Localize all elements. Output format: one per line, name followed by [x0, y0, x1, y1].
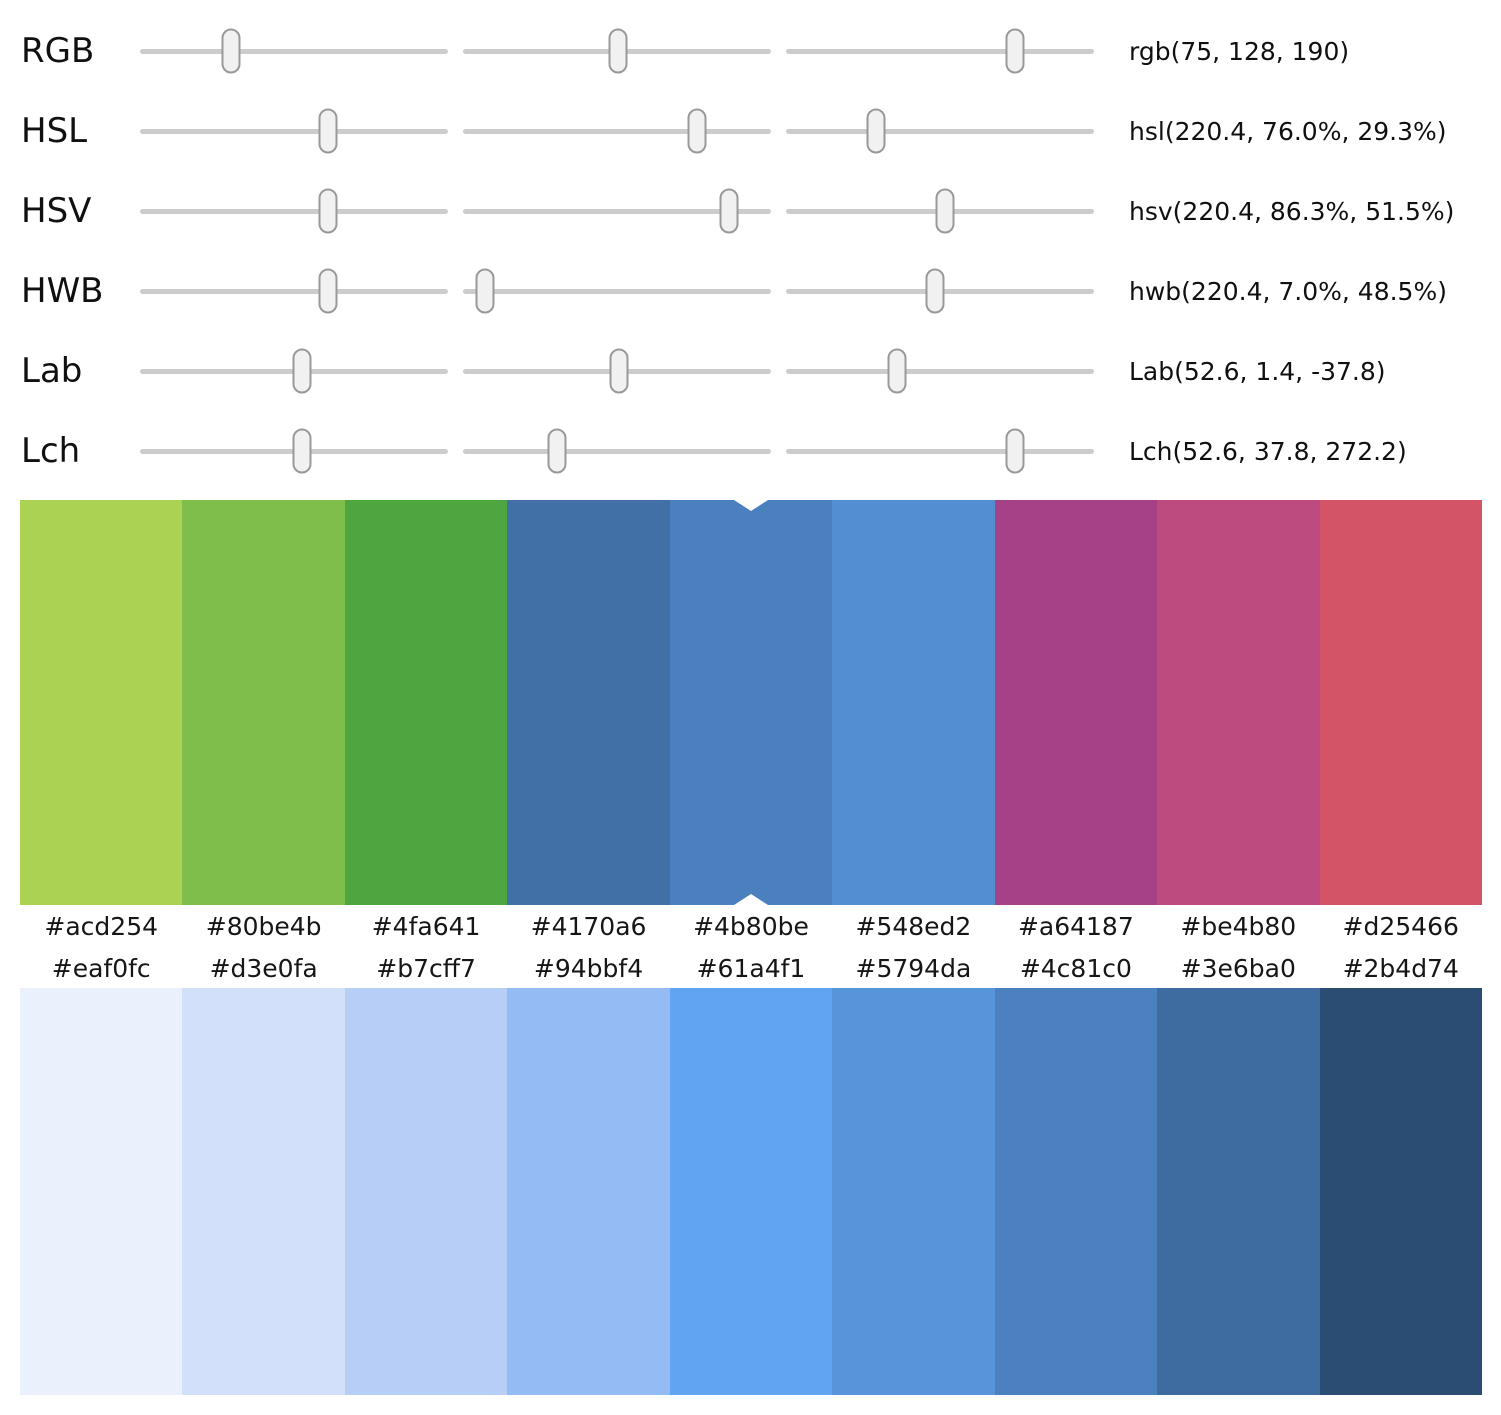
slider-row-label: HSL [21, 111, 88, 151]
slider-row: HSL hsl(220.4, 76.0%, 29.3%) [0, 91, 1501, 171]
slider-handle-2[interactable] [687, 108, 707, 154]
slider-value-text: rgb(75, 128, 190) [1129, 36, 1350, 66]
slider-track-3[interactable] [786, 108, 1094, 154]
slider-track-2[interactable] [463, 428, 771, 474]
hex-label: #61a4f1 [696, 953, 806, 983]
swatch[interactable] [344, 988, 508, 1395]
selection-notch-top [733, 500, 768, 511]
swatch[interactable] [507, 988, 670, 1395]
slider-handle-3[interactable] [1005, 428, 1025, 474]
selection-notch-bottom [733, 894, 768, 905]
slider-row-label: HWB [21, 271, 104, 311]
slider-row: HSV hsv(220.4, 86.3%, 51.5%) [0, 171, 1501, 251]
slider-row: HWB hwb(220.4, 7.0%, 48.5%) [0, 251, 1501, 331]
slider-handle-3[interactable] [1005, 28, 1025, 74]
slider-handle-2[interactable] [609, 348, 629, 394]
slider-track-1[interactable] [140, 268, 448, 314]
bottom-palette [20, 988, 1482, 1395]
swatch[interactable] [832, 988, 995, 1395]
slider-handle-1[interactable] [292, 348, 312, 394]
hex-label: #4b80be [693, 912, 809, 941]
slider-track-1[interactable] [140, 108, 448, 154]
slider-track-3[interactable] [786, 28, 1094, 74]
slider-value-text: Lab(52.6, 1.4, -37.8) [1129, 356, 1386, 386]
slider-track-2[interactable] [463, 108, 771, 154]
slider-handle-2[interactable] [608, 28, 628, 74]
swatch[interactable] [344, 500, 508, 905]
slider-value-text: hwb(220.4, 7.0%, 48.5%) [1129, 276, 1447, 306]
hex-label: #b7cff7 [376, 953, 476, 983]
hex-label: #d3e0fa [209, 953, 318, 983]
slider-row: Lab Lab(52.6, 1.4, -37.8) [0, 331, 1501, 411]
hex-label: #eaf0fc [51, 953, 151, 983]
slider-track-1[interactable] [140, 428, 448, 474]
top-hex-labels: #acd254 #80be4b #4fa641 #4170a6 #4b80be #548e… [20, 905, 1482, 948]
slider-row: RGB rgb(75, 128, 190) [0, 11, 1501, 91]
slider-track-1[interactable] [140, 28, 448, 74]
swatch[interactable] [1319, 500, 1482, 905]
slider-row-label: RGB [21, 31, 95, 71]
slider-value-text: hsv(220.4, 86.3%, 51.5%) [1129, 196, 1455, 226]
swatch-selected[interactable] [669, 500, 833, 905]
hex-label: #d25466 [1342, 912, 1459, 941]
hex-label: #a64187 [1017, 912, 1134, 941]
hex-label: #be4b80 [1180, 912, 1297, 941]
slider-handle-1[interactable] [292, 428, 312, 474]
slider-track-2[interactable] [463, 188, 771, 234]
slider-track-3[interactable] [786, 348, 1094, 394]
slider-handle-3[interactable] [887, 348, 907, 394]
slider-track-2[interactable] [463, 268, 771, 314]
slider-handle-1[interactable] [221, 28, 241, 74]
hex-label: #94bbf4 [533, 953, 644, 983]
slider-track-3[interactable] [786, 188, 1094, 234]
hex-label: #4fa641 [371, 912, 481, 941]
hex-label: #4c81c0 [1019, 953, 1132, 983]
hex-label: #5794da [855, 953, 972, 983]
top-palette [20, 500, 1482, 905]
hex-label: #3e6ba0 [1180, 953, 1296, 983]
slider-track-1[interactable] [140, 188, 448, 234]
slider-handle-3[interactable] [925, 268, 945, 314]
slider-track-3[interactable] [786, 428, 1094, 474]
hex-label: #acd254 [44, 912, 159, 941]
slider-track-1[interactable] [140, 348, 448, 394]
slider-handle-1[interactable] [318, 268, 338, 314]
swatch[interactable] [669, 988, 833, 1395]
swatch[interactable] [507, 500, 670, 905]
slider-row-label: Lch [21, 431, 81, 471]
slider-rows: RGB rgb(75, 128, 190) HSL hsl(220.4, 76.… [0, 0, 1501, 491]
swatch[interactable] [20, 500, 183, 905]
slider-handle-3[interactable] [935, 188, 955, 234]
slider-track-2[interactable] [463, 348, 771, 394]
slider-row-label: Lab [21, 351, 83, 391]
slider-handle-3[interactable] [866, 108, 886, 154]
swatch[interactable] [1157, 500, 1320, 905]
slider-track-3[interactable] [786, 268, 1094, 314]
slider-row: Lch Lch(52.6, 37.8, 272.2) [0, 411, 1501, 491]
slider-handle-1[interactable] [318, 188, 338, 234]
slider-track-2[interactable] [463, 28, 771, 74]
slider-handle-2[interactable] [547, 428, 567, 474]
swatch[interactable] [994, 988, 1158, 1395]
hex-label: #4170a6 [530, 912, 647, 941]
swatch[interactable] [1157, 988, 1320, 1395]
bottom-hex-labels: #eaf0fc #d3e0fa #b7cff7 #94bbf4 #61a4f1 #5794… [20, 948, 1482, 988]
swatch[interactable] [994, 500, 1158, 905]
swatch[interactable] [20, 988, 183, 1395]
swatch[interactable] [182, 500, 345, 905]
slider-handle-2[interactable] [475, 268, 495, 314]
slider-value-text: hsl(220.4, 76.0%, 29.3%) [1129, 116, 1447, 146]
slider-value-text: Lch(52.6, 37.8, 272.2) [1129, 436, 1407, 466]
swatch[interactable] [832, 500, 995, 905]
hex-label: #80be4b [205, 912, 322, 941]
hex-label: #548ed2 [855, 912, 972, 941]
slider-handle-1[interactable] [318, 108, 338, 154]
swatch[interactable] [1319, 988, 1482, 1395]
slider-handle-2[interactable] [719, 188, 739, 234]
swatch[interactable] [182, 988, 345, 1395]
hex-label: #2b4d74 [1342, 953, 1459, 983]
slider-row-label: HSV [21, 191, 92, 231]
